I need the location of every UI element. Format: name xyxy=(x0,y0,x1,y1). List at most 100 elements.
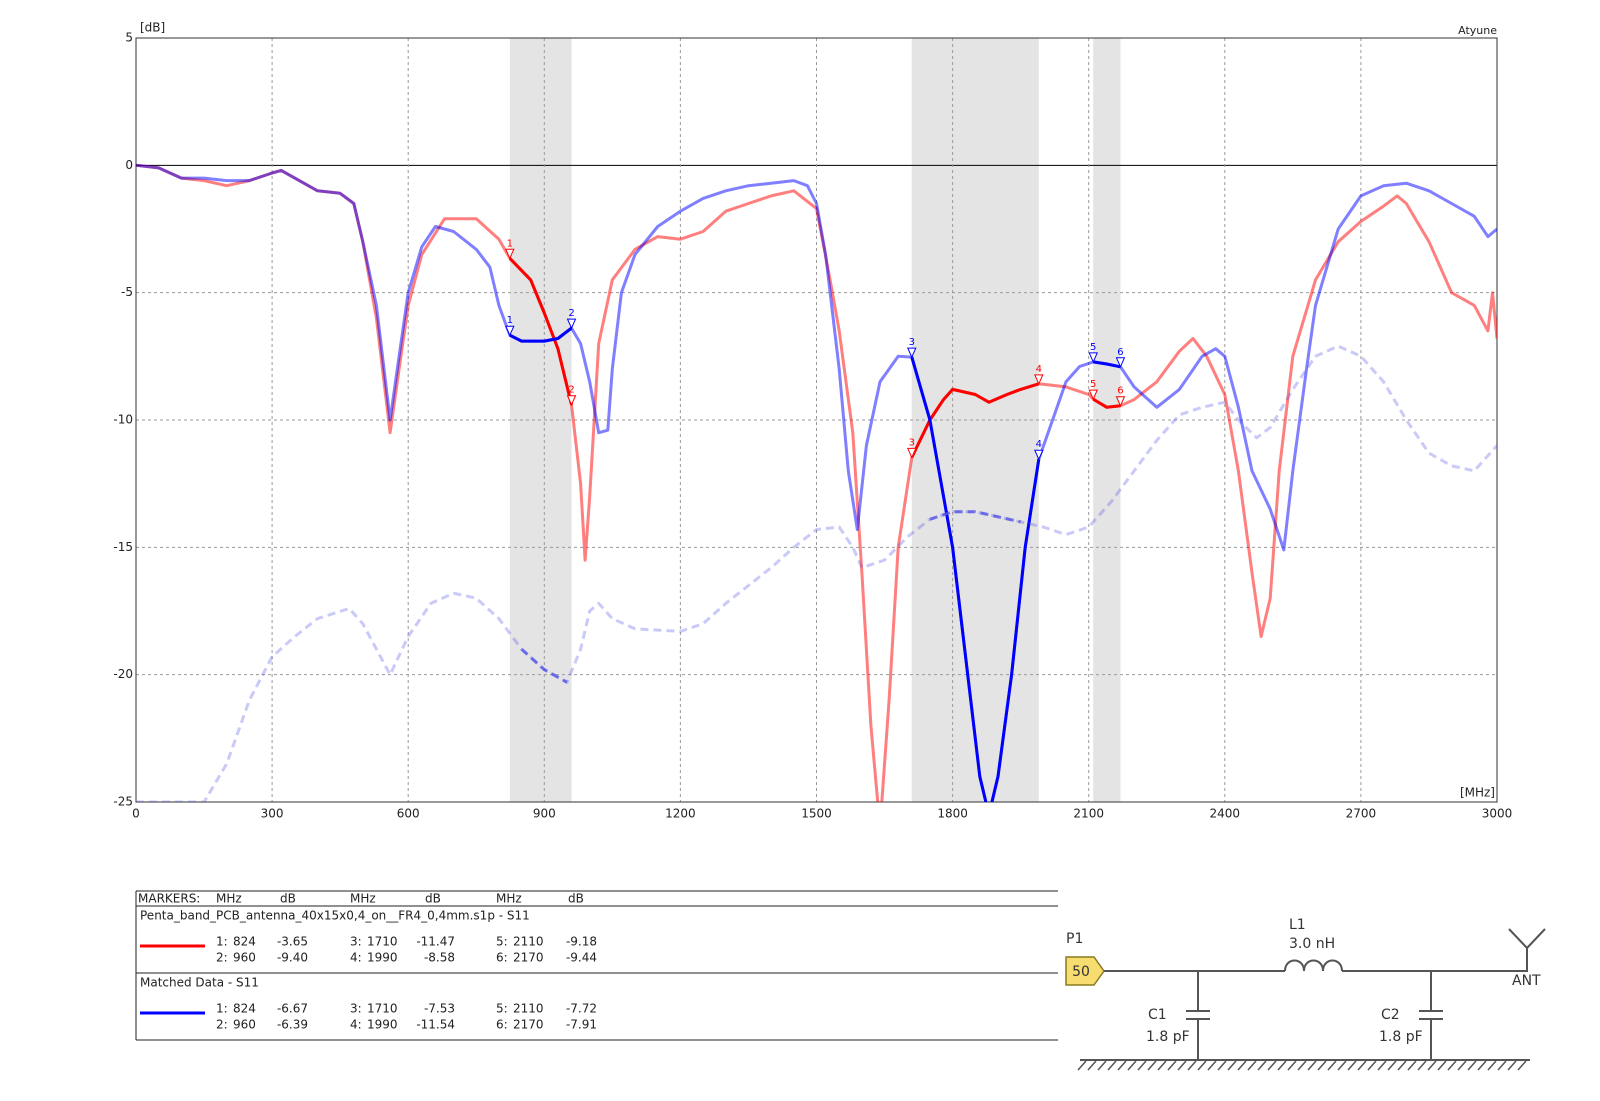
marker-label: 1 xyxy=(507,238,513,249)
inductor-value: 3.0 nH xyxy=(1289,936,1335,952)
marker-frequency: 1710 xyxy=(367,935,398,949)
marker-frequency: 824 xyxy=(233,1002,256,1016)
marker-id: 2: xyxy=(216,951,228,965)
x-tick-label: 1800 xyxy=(937,807,968,821)
y-tick-label: 0 xyxy=(125,158,133,172)
x-tick-label: 600 xyxy=(397,807,420,821)
marker-value: -11.54 xyxy=(416,1018,455,1032)
marker-label: 5 xyxy=(1090,342,1096,353)
marker-triangle xyxy=(1034,374,1044,386)
x-axis-label: [MHz] xyxy=(1460,786,1495,800)
marker-label: 1 xyxy=(507,315,513,326)
marker-id: 6: xyxy=(496,1018,508,1032)
table-header: MHz xyxy=(496,892,522,906)
marker-label: 6 xyxy=(1117,347,1123,358)
marker-triangle xyxy=(1088,352,1099,364)
marker-value: -7.53 xyxy=(424,1002,455,1016)
marker-triangle xyxy=(1115,357,1126,369)
series-band-segment xyxy=(910,382,1040,459)
marker-value: -9.44 xyxy=(566,951,597,965)
marker-label: 6 xyxy=(1117,386,1123,397)
series-band-segment xyxy=(1092,360,1121,369)
marker-triangle xyxy=(505,248,515,260)
marker-triangle xyxy=(907,447,917,459)
legend-label: Matched Data - S11 xyxy=(140,976,259,990)
capacitor-symbol xyxy=(1186,971,1210,1060)
marker-label: 2 xyxy=(568,308,574,319)
y-tick-label: -15 xyxy=(113,540,133,554)
x-tick-label: 1200 xyxy=(665,807,696,821)
marker-table: MARKERS: MHz dB MHz dB MHz dB Penta_band_PCB_an… xyxy=(135,890,1058,1041)
table-header: MARKERS: xyxy=(138,892,200,906)
x-tick-label: 0 xyxy=(132,807,140,821)
marker-id: 1: xyxy=(216,935,228,949)
series-band-segment xyxy=(520,648,568,684)
capacitor-symbol xyxy=(1419,971,1443,1060)
marker-triangle xyxy=(1034,449,1044,461)
y-tick-label: -20 xyxy=(113,667,133,681)
marker-id: 3: xyxy=(350,935,362,949)
y-tick-label: -25 xyxy=(113,795,133,809)
marker-value: -11.47 xyxy=(416,935,455,949)
grid-layer xyxy=(136,38,1497,802)
marker-value: -9.40 xyxy=(277,951,308,965)
marker-label: 5 xyxy=(1090,379,1096,390)
marker-triangle xyxy=(1115,396,1126,407)
capacitor-value: 1.8 pF xyxy=(1379,1029,1423,1045)
table-header: dB xyxy=(568,892,584,906)
capacitor-label: C2 xyxy=(1381,1007,1400,1023)
x-tick-label: 2700 xyxy=(1346,807,1377,821)
marker-frequency: 1990 xyxy=(367,1018,398,1032)
series-band-segment xyxy=(910,356,1041,802)
marker-label: 3 xyxy=(909,337,915,348)
series-band-segment xyxy=(508,257,573,406)
table-header: dB xyxy=(280,892,296,906)
capacitor-value: 1.8 pF xyxy=(1146,1029,1190,1045)
marker-label: 4 xyxy=(1036,439,1042,450)
marker-frequency: 960 xyxy=(233,951,256,965)
table-header: dB xyxy=(425,892,441,906)
marker-triangle xyxy=(1088,389,1099,401)
marker-value: -6.39 xyxy=(277,1018,308,1032)
legend-label: Penta_band_PCB_antenna_40x15x0,4_on__FR4… xyxy=(140,909,530,923)
marker-value: -7.72 xyxy=(566,1002,597,1016)
marker-frequency: 2170 xyxy=(513,951,544,965)
marker-id: 3: xyxy=(350,1002,362,1016)
ground-hatch xyxy=(1077,1060,1527,1071)
marker-value: -9.18 xyxy=(566,935,597,949)
series-line xyxy=(136,344,1497,802)
marker-frequency: 2170 xyxy=(513,1018,544,1032)
marker-frequency: 2110 xyxy=(513,1002,544,1016)
marker-frequency: 824 xyxy=(233,935,256,949)
marker-id: 4: xyxy=(350,951,362,965)
marker-id: 4: xyxy=(350,1018,362,1032)
series-line xyxy=(136,163,1497,802)
series-band-segment xyxy=(1092,397,1121,409)
marker-triangle xyxy=(907,347,917,359)
marker-frequency: 2110 xyxy=(513,935,544,949)
port-label: P1 xyxy=(1066,931,1083,947)
wire xyxy=(1342,948,1528,972)
x-tick-label: 2100 xyxy=(1073,807,1104,821)
y-tick-label: -10 xyxy=(113,413,133,427)
marker-triangle xyxy=(505,325,515,337)
marker-id: 1: xyxy=(216,1002,228,1016)
schematic: P1 50 L1 3.0 nH ANT C1 1.8 pF C2 1.8 pF xyxy=(1065,917,1546,1071)
marker-value: -8.58 xyxy=(424,951,455,965)
marker-frequency: 1710 xyxy=(367,1002,398,1016)
marker-id: 2: xyxy=(216,1018,228,1032)
marker-id: 5: xyxy=(496,1002,508,1016)
marker-layer: 1 2 3 4 5 6 1 2 3 4 5 6 xyxy=(505,238,1126,461)
series-band-segment xyxy=(509,326,573,343)
series-layer xyxy=(136,163,1497,802)
x-tick-label: 3000 xyxy=(1482,807,1513,821)
antenna-symbol xyxy=(1508,928,1546,950)
marker-value: -6.67 xyxy=(277,1002,308,1016)
x-tick-label: 1500 xyxy=(801,807,832,821)
corner-label: Atyune xyxy=(1458,24,1497,37)
inductor-label: L1 xyxy=(1289,917,1306,933)
inductor-symbol xyxy=(1284,959,1343,972)
x-tick-label: 300 xyxy=(261,807,284,821)
table-header: MHz xyxy=(350,892,376,906)
table-header: MHz xyxy=(216,892,242,906)
